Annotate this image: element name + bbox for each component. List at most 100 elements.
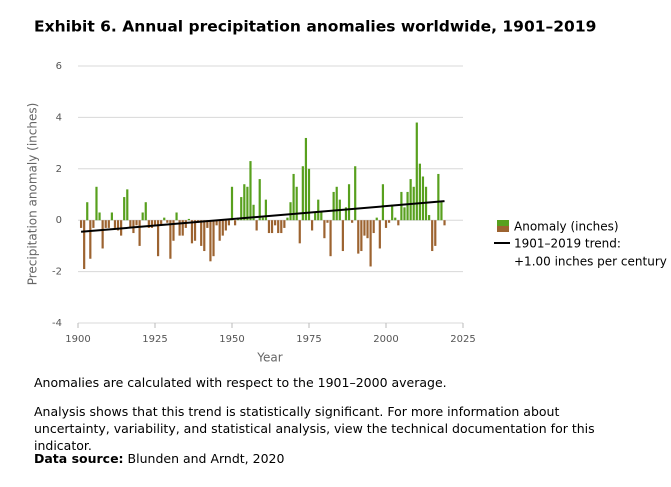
bar [274, 220, 277, 226]
legend-label: 1901–2019 trend: [514, 237, 621, 251]
bar [215, 220, 218, 226]
bar [92, 220, 95, 228]
bar [230, 186, 234, 221]
bar [141, 212, 144, 221]
bar [126, 189, 129, 221]
bar [200, 220, 203, 246]
bar [351, 220, 354, 223]
bar [163, 217, 166, 221]
bar [129, 220, 132, 228]
bar [437, 173, 440, 221]
bar [363, 220, 366, 236]
bar [166, 220, 169, 223]
bar [160, 220, 163, 226]
bar [277, 220, 280, 234]
x-axis-label: Year [256, 351, 282, 365]
bar [391, 204, 394, 221]
bar [418, 163, 421, 221]
bar [153, 220, 157, 226]
y-axis-label: Precipitation anomaly (inches) [26, 103, 40, 286]
bar [443, 220, 446, 226]
bar [397, 220, 400, 226]
bar [79, 220, 83, 228]
bar [394, 217, 397, 221]
bar [431, 220, 434, 252]
chart-title: Exhibit 6. Annual precipitation anomalie… [34, 18, 596, 36]
bar [341, 220, 344, 252]
bar [406, 191, 409, 221]
bar [178, 220, 181, 236]
bar [258, 179, 261, 221]
source-text: Blunden and Arndt, 2020 [127, 451, 285, 466]
trend-line [80, 200, 445, 233]
bar [209, 220, 212, 262]
bar [255, 220, 258, 231]
bar [221, 220, 224, 236]
note: Anomalies are calculated with respect to… [34, 375, 447, 390]
bar [384, 220, 388, 228]
y-tick-label: 6 [56, 61, 62, 72]
bar [301, 166, 304, 221]
bar [240, 197, 243, 221]
bar [295, 186, 298, 221]
bar [440, 202, 443, 221]
bar [116, 220, 120, 231]
bar [317, 199, 320, 221]
bar [329, 220, 332, 257]
bar [203, 220, 206, 252]
bar [344, 207, 348, 221]
bar [169, 220, 172, 259]
x-tick-label: 2000 [373, 334, 398, 345]
bar [415, 122, 418, 221]
bar [310, 220, 314, 231]
bar [193, 220, 197, 241]
bar [224, 220, 227, 231]
bar [123, 197, 126, 221]
bar [95, 186, 98, 221]
bar [83, 220, 86, 270]
bar [292, 173, 295, 221]
bar [187, 218, 190, 221]
bar [86, 202, 89, 221]
bar [184, 220, 187, 228]
bar [243, 184, 246, 221]
bar [332, 191, 335, 221]
x-tick-label: 1900 [65, 334, 90, 345]
bar [360, 220, 363, 252]
x-tick-label: 1975 [296, 334, 321, 345]
bar [280, 220, 283, 234]
bar [335, 186, 338, 221]
bar [283, 220, 286, 228]
bar [387, 220, 391, 223]
bar [233, 220, 237, 226]
chart: Exhibit 6. Annual precipitation anomalie… [26, 18, 667, 365]
bar [138, 220, 141, 246]
bar [135, 220, 138, 226]
x-tick-label: 2025 [450, 334, 475, 345]
legend-swatch [497, 226, 509, 232]
bar [110, 212, 113, 221]
bar [218, 220, 221, 241]
bar [366, 220, 369, 239]
y-tick-label: -2 [52, 267, 62, 278]
bar [261, 217, 264, 221]
bar [270, 220, 274, 234]
bar [175, 212, 178, 221]
bar [298, 220, 301, 244]
bar [372, 220, 375, 234]
bar [357, 220, 360, 254]
bar [347, 184, 351, 221]
bar [89, 220, 92, 259]
bar [267, 220, 271, 234]
bar [286, 217, 289, 221]
bar [252, 204, 255, 221]
source-label: Data source: [34, 451, 124, 466]
bar [249, 161, 252, 221]
bar [323, 220, 326, 239]
bar [206, 220, 209, 228]
bar [289, 202, 292, 221]
y-tick-label: 2 [56, 164, 62, 175]
note: Analysis shows that this trend is statis… [34, 404, 595, 453]
bar [320, 212, 323, 221]
